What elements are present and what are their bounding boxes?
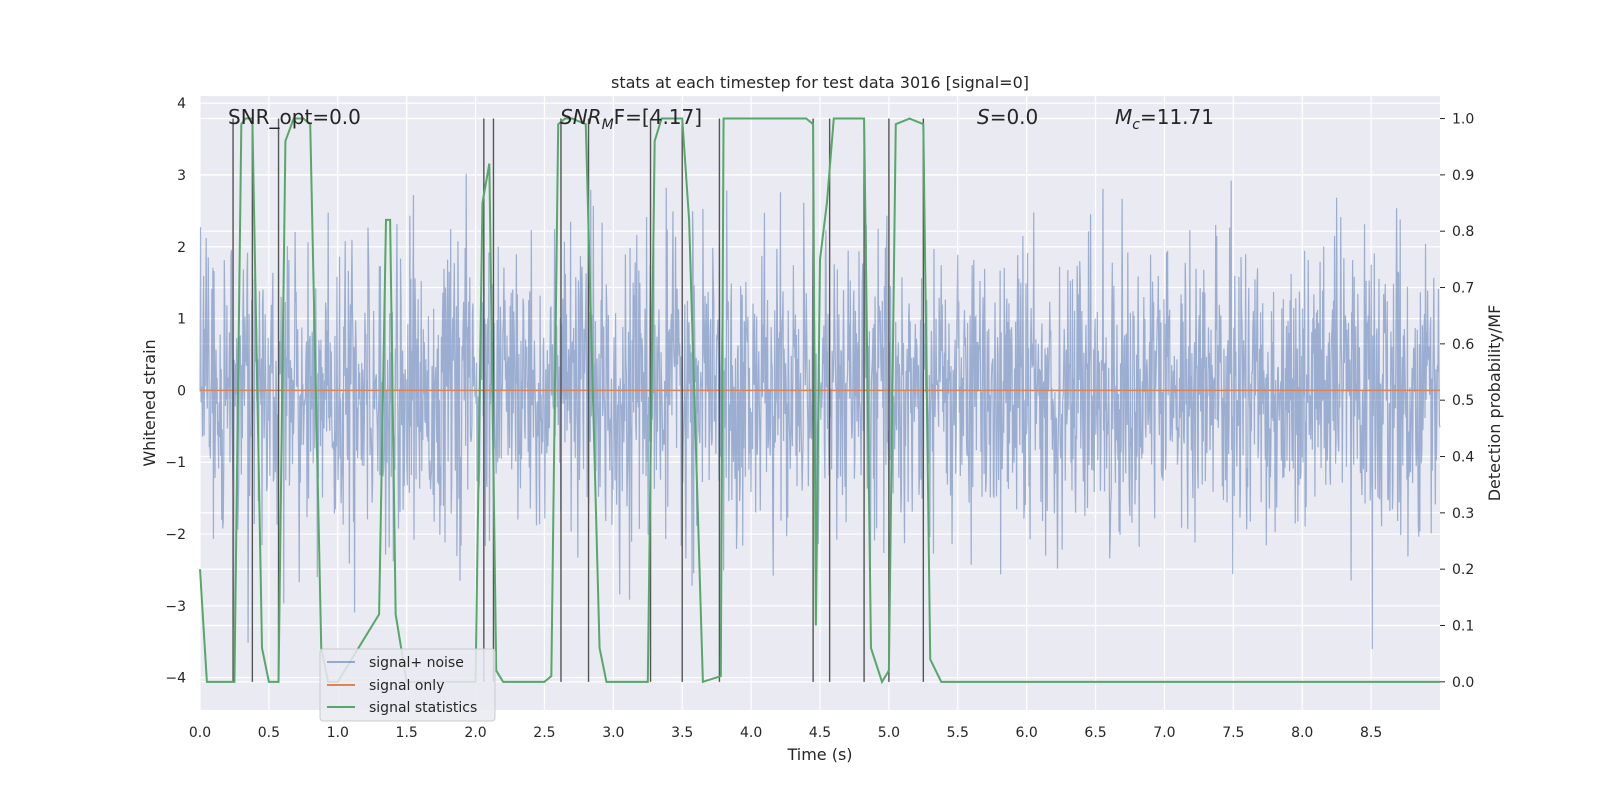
x-tick-label: 6.0 bbox=[1016, 725, 1038, 741]
y-left-tick-label: 1 bbox=[177, 312, 186, 328]
legend-label-noise: signal+ noise bbox=[369, 655, 464, 671]
mc-subscript: c bbox=[1132, 117, 1140, 133]
s-main: S bbox=[977, 105, 990, 129]
x-tick-label: 2.0 bbox=[464, 725, 486, 741]
x-tick-label: 8.5 bbox=[1360, 725, 1382, 741]
legend: signal+ noise signal only signal statist… bbox=[319, 648, 496, 722]
x-axis-ticks: 0.0 0.5 1.0 1.5 2.0 2.5 3.0 3.5 4.0 4.5 5.0 5.5 6.0 6… bbox=[189, 725, 1382, 741]
signal-statistics-series bbox=[199, 117, 1440, 685]
s-value: =0.0 bbox=[990, 105, 1039, 129]
x-tick-label: 8.0 bbox=[1291, 725, 1313, 741]
x-tick-label: 6.5 bbox=[1084, 725, 1106, 741]
snr-mf-main: SNR bbox=[560, 105, 602, 129]
x-tick-label: 4.5 bbox=[809, 725, 831, 741]
y-left-axis-ticks: 4 3 2 1 0 −1 −2 −3 −4 bbox=[165, 96, 186, 687]
y-left-tick-label: −4 bbox=[165, 671, 186, 687]
y-right-tick-label: 0.9 bbox=[1452, 168, 1474, 184]
x-tick-label: 7.5 bbox=[1222, 725, 1244, 741]
snr-mf-subscript: M bbox=[602, 117, 614, 133]
x-tick-label: 4.0 bbox=[740, 725, 762, 741]
snr-mf-annotation: SNRMF=[4.17] bbox=[560, 105, 702, 133]
signal-noise-line bbox=[199, 173, 1441, 649]
y-left-tick-label: −3 bbox=[165, 599, 186, 615]
x-tick-label: 5.0 bbox=[878, 725, 900, 741]
mc-main: M bbox=[1115, 105, 1132, 129]
y-right-tick-label: 0.4 bbox=[1452, 450, 1474, 466]
legend-label-signal-only: signal only bbox=[369, 678, 444, 694]
x-tick-label: 5.5 bbox=[947, 725, 969, 741]
legend-label-statistics: signal statistics bbox=[369, 700, 477, 716]
y-right-tick-label: 0.2 bbox=[1452, 562, 1474, 578]
x-tick-label: 3.0 bbox=[602, 725, 624, 741]
y-left-tick-label: −1 bbox=[165, 455, 186, 471]
y-right-tick-label: 0.1 bbox=[1452, 619, 1474, 635]
x-tick-label: 1.0 bbox=[327, 725, 349, 741]
y-right-tick-label: 1.0 bbox=[1452, 112, 1474, 128]
x-axis-label: Time (s) bbox=[786, 745, 852, 764]
snr-opt-annotation: SNR_opt=0.0 bbox=[228, 105, 361, 129]
signal-noise-series bbox=[199, 173, 1441, 649]
signal-statistics-line bbox=[199, 117, 1440, 685]
x-tick-label: 0.5 bbox=[258, 725, 280, 741]
mc-value: =11.71 bbox=[1140, 105, 1214, 129]
x-tick-label: 0.0 bbox=[189, 725, 211, 741]
y-left-tick-label: −2 bbox=[165, 527, 186, 543]
legend-box bbox=[319, 648, 496, 722]
s-annotation: S=0.0 bbox=[977, 105, 1038, 129]
y-right-axis-ticks: 1.0 0.9 0.8 0.7 0.6 0.5 0.4 0.3 0.2 0.1 0.0 bbox=[1440, 112, 1474, 691]
y-left-tick-label: 0 bbox=[177, 383, 186, 399]
y-right-tick-label: 0.8 bbox=[1452, 224, 1474, 240]
y-right-tick-label: 0.7 bbox=[1452, 281, 1474, 297]
mc-annotation: Mc=11.71 bbox=[1115, 105, 1214, 133]
y-right-tick-label: 0.5 bbox=[1452, 393, 1474, 409]
x-tick-label: 3.5 bbox=[671, 725, 693, 741]
y-left-tick-label: 4 bbox=[177, 96, 186, 112]
snr-mf-value: F=[4.17] bbox=[614, 105, 702, 129]
y-right-tick-label: 0.0 bbox=[1452, 675, 1474, 691]
y-right-tick-label: 0.6 bbox=[1452, 337, 1474, 353]
y-left-tick-label: 3 bbox=[177, 168, 186, 184]
y-right-tick-label: 0.3 bbox=[1452, 506, 1474, 522]
x-tick-label: 7.0 bbox=[1153, 725, 1175, 741]
chart-title: stats at each timestep for test data 301… bbox=[611, 73, 1029, 92]
x-tick-label: 1.5 bbox=[396, 725, 418, 741]
x-tick-label: 2.5 bbox=[533, 725, 555, 741]
y-right-axis-label: Detection probability/MF bbox=[1485, 305, 1504, 502]
y-left-axis-label: Whitened strain bbox=[140, 339, 159, 466]
y-left-tick-label: 2 bbox=[177, 240, 186, 256]
